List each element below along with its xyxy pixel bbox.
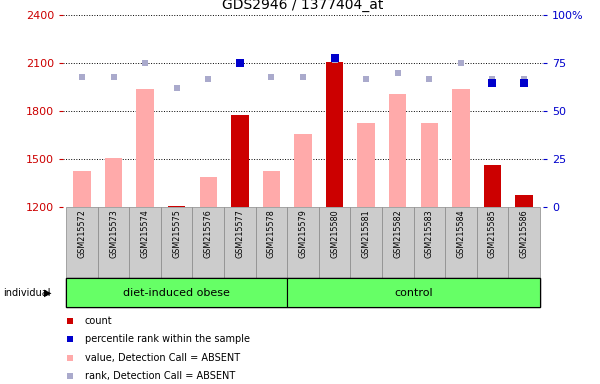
Text: GSM215575: GSM215575 [172,210,181,258]
Bar [256,207,287,278]
Text: GSM215586: GSM215586 [520,210,529,258]
Text: individual: individual [3,288,50,298]
Bar [224,207,256,278]
Bar [476,207,508,278]
Title: GDS2946 / 1377404_at: GDS2946 / 1377404_at [223,0,383,12]
Bar [263,170,280,207]
Text: GSM215577: GSM215577 [235,210,244,258]
Bar [200,177,217,207]
Bar [136,89,154,207]
Bar [98,207,130,278]
Bar [508,207,540,278]
Text: GSM215576: GSM215576 [204,210,213,258]
Text: GSM215573: GSM215573 [109,210,118,258]
Bar [168,206,185,207]
Bar [326,62,343,207]
Text: GSM215578: GSM215578 [267,210,276,258]
Bar [287,207,319,278]
Text: value, Detection Call = ABSENT: value, Detection Call = ABSENT [85,353,240,363]
Text: rank, Detection Call = ABSENT: rank, Detection Call = ABSENT [85,371,235,381]
Text: percentile rank within the sample: percentile rank within the sample [85,334,250,344]
Bar [484,165,501,207]
Bar [161,207,193,278]
Bar [382,207,413,278]
Bar [73,170,91,207]
Text: GSM215584: GSM215584 [457,210,466,258]
Bar [515,195,533,207]
Text: GSM215582: GSM215582 [393,210,402,258]
Bar [66,207,98,278]
Text: GSM215579: GSM215579 [299,210,308,258]
Text: GSM215581: GSM215581 [362,210,371,258]
Bar [421,122,438,207]
Bar [231,115,248,207]
Bar [231,115,248,207]
Text: ▶: ▶ [44,288,52,298]
Bar [358,122,375,207]
Text: count: count [85,316,112,326]
Bar [389,94,406,207]
Text: diet-induced obese: diet-induced obese [123,288,230,298]
Text: GSM215585: GSM215585 [488,210,497,258]
Bar [193,207,224,278]
Text: GSM215574: GSM215574 [140,210,149,258]
Bar [350,207,382,278]
Text: GSM215583: GSM215583 [425,210,434,258]
Bar [452,89,470,207]
Bar [515,195,533,207]
Bar [66,278,287,307]
Text: GSM215580: GSM215580 [330,210,339,258]
Bar [105,158,122,207]
Bar [445,207,476,278]
Bar [413,207,445,278]
Text: GSM215572: GSM215572 [77,210,86,258]
Bar [295,134,311,207]
Bar [168,206,185,207]
Bar [319,207,350,278]
Bar [484,165,501,207]
Text: control: control [394,288,433,298]
Bar [130,207,161,278]
Bar [326,62,343,207]
Bar [287,278,540,307]
